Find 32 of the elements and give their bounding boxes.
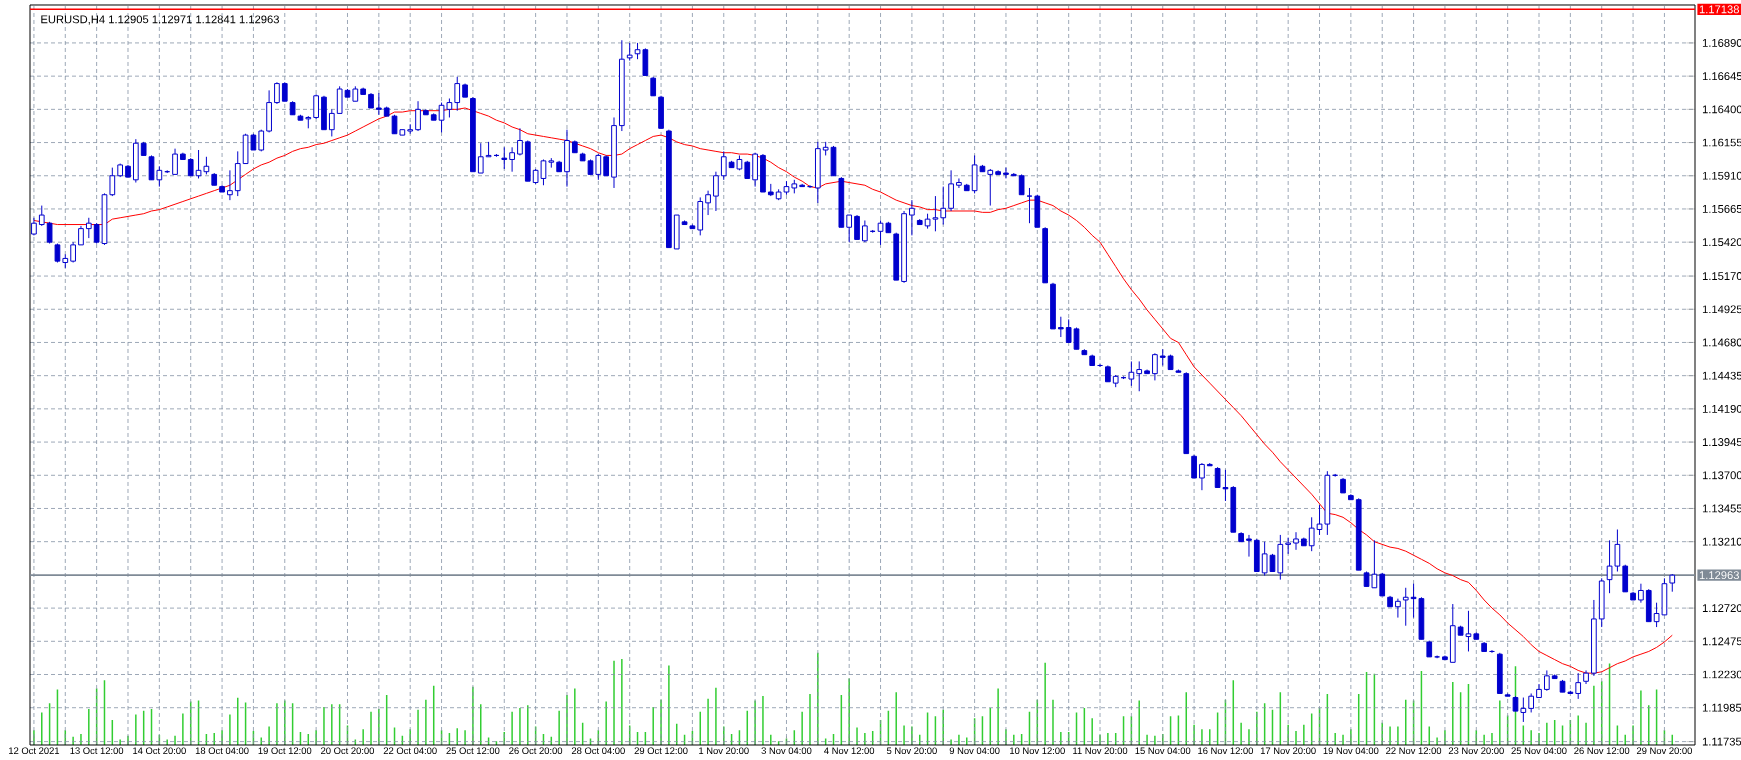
y-tick-label: 1.11735	[1702, 737, 1741, 746]
x-tick-label: 20 Oct 20:00	[321, 747, 375, 755]
x-tick-label: 4 Nov 12:00	[824, 747, 875, 755]
x-tick-label: 26 Oct 20:00	[509, 747, 563, 755]
x-tick-label: 12 Oct 2021	[9, 747, 60, 755]
x-tick-label: 5 Nov 20:00	[886, 747, 937, 755]
x-tick-label: 22 Nov 12:00	[1386, 747, 1442, 755]
x-tick-label: 11 Nov 20:00	[1073, 747, 1128, 755]
x-tick-label: 19 Oct 12:00	[258, 747, 312, 755]
x-tick-label: 23 Nov 20:00	[1448, 747, 1504, 755]
x-tick-label: 3 Nov 04:00	[761, 747, 812, 755]
x-tick-label: 17 Nov 20:00	[1260, 747, 1316, 755]
text: EURUSD,H4 1.12905 1.12971 1.12841 1.12963	[41, 15, 279, 25]
x-tick-label: 14 Oct 20:00	[133, 747, 186, 755]
x-tick-label: 29 Nov 20:00	[1636, 747, 1693, 755]
x-tick-label: 10 Nov 12:00	[1010, 747, 1065, 755]
y-tick-label: 1.11985	[1702, 703, 1741, 712]
x-tick-label: 15 Nov 04:00	[1135, 747, 1191, 755]
x-tick-label: 29 Oct 12:00	[634, 747, 688, 755]
x-tick-label: 9 Nov 04:00	[949, 747, 1000, 755]
x-tick-label: 25 Oct 12:00	[446, 747, 500, 755]
ref-line-label: 1.12963	[1699, 571, 1739, 580]
ref-line-label: 1.17138	[1699, 5, 1739, 14]
x-tick-label: 22 Oct 04:00	[383, 747, 437, 755]
x-tick-label: 26 Nov 12:00	[1574, 747, 1630, 755]
x-tick-label: 28 Oct 04:00	[571, 747, 625, 755]
x-tick-label: 16 Nov 12:00	[1198, 747, 1254, 755]
x-tick-label: 18 Oct 04:00	[195, 747, 249, 755]
x-tick-label: 13 Oct 12:00	[70, 747, 124, 755]
x-tick-label: 1 Nov 20:00	[699, 747, 749, 755]
x-tick-label: 19 Nov 04:00	[1323, 747, 1379, 755]
x-tick-label: 25 Nov 04:00	[1511, 747, 1567, 755]
